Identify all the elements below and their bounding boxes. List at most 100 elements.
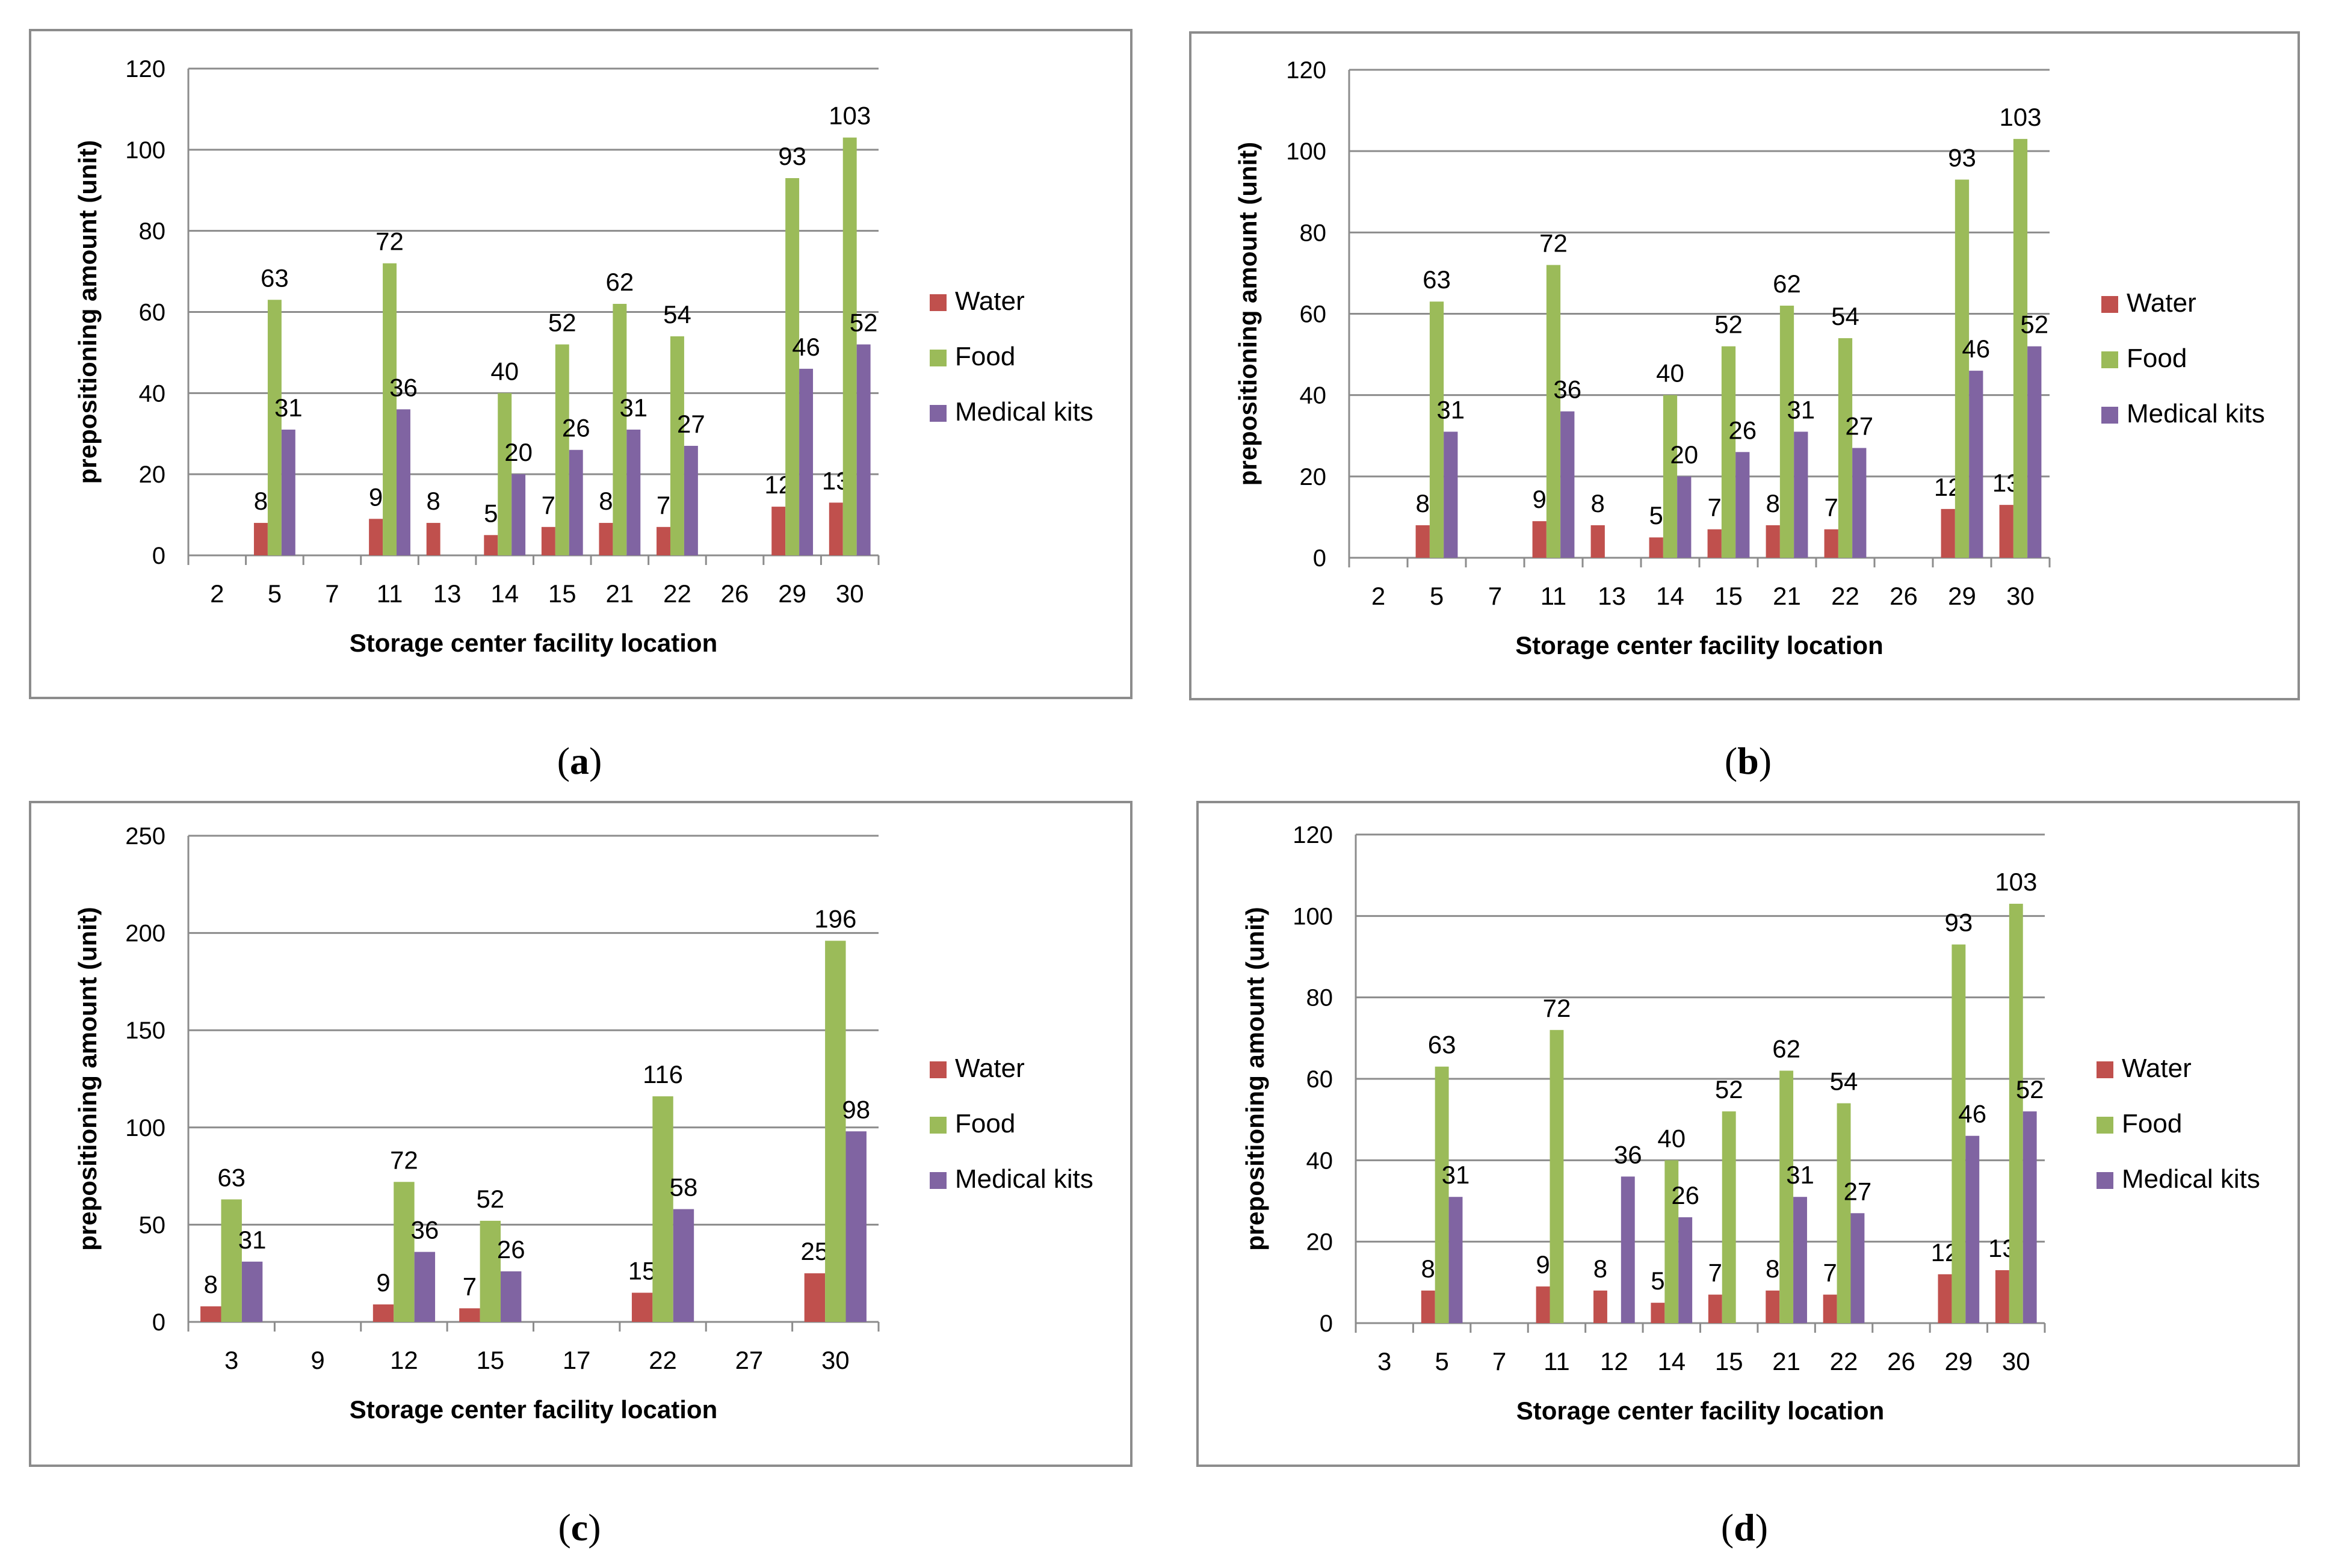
panel-letter: b [1737, 739, 1759, 782]
data-label: 196 [814, 905, 856, 933]
chart-panel-c: 0 50 100 150 200 250 3 8 63 31 9 12 9 72 36 15 7 52 26 17 22… [29, 801, 1133, 1549]
data-label: 9 [376, 1268, 390, 1297]
x-tick-label: 22 [663, 579, 691, 608]
bar-medical-kits [1560, 411, 1575, 558]
bar-medical-kits [2027, 346, 2042, 558]
legend-swatch-medical-kits [2101, 407, 2118, 424]
y-tick-label: 150 [125, 1017, 165, 1044]
data-label: 46 [1958, 1100, 1986, 1128]
bar-water [1415, 525, 1430, 558]
x-tick-label: 15 [548, 579, 576, 608]
y-tick-label: 40 [1300, 383, 1327, 409]
x-tick-label: 5 [1435, 1347, 1448, 1375]
x-tick-label: 22 [1830, 1347, 1858, 1375]
data-label: 27 [677, 410, 705, 438]
x-tick-label: 14 [1656, 582, 1684, 610]
data-label: 25 [801, 1237, 829, 1265]
bar-medical-kits [501, 1271, 522, 1322]
legend-swatch-medical-kits [2097, 1172, 2113, 1189]
bar-medical-kits [241, 1261, 263, 1322]
bar-food [1429, 301, 1444, 558]
data-label: 26 [497, 1235, 525, 1264]
legend: Water Food Medical kits [930, 1054, 1093, 1194]
bar-water [200, 1306, 221, 1322]
data-label: 103 [1999, 103, 2041, 131]
x-tick-label: 3 [224, 1346, 238, 1374]
data-label: 5 [484, 499, 498, 527]
data-label: 7 [657, 491, 670, 519]
legend: Water Food Medical kits [2101, 288, 2265, 428]
bar-water [657, 526, 670, 555]
data-label: 31 [619, 394, 647, 422]
data-label: 31 [1786, 1161, 1814, 1189]
data-label: 52 [548, 308, 576, 336]
bar-medical-kits [799, 368, 814, 555]
legend-swatch-water [2101, 296, 2118, 313]
y-tick-label: 100 [125, 1115, 165, 1141]
bar-medical-kits [1969, 371, 1983, 558]
x-tick-label: 21 [1772, 1347, 1800, 1375]
legend-label: Food [2122, 1109, 2182, 1138]
x-tick-label: 30 [821, 1346, 850, 1374]
y-tick-label: 80 [1300, 220, 1327, 246]
data-label: 27 [1844, 1177, 1872, 1205]
data-label: 8 [1421, 1255, 1435, 1283]
bar-medical-kits [414, 1252, 436, 1322]
legend-label: Food [2127, 344, 2187, 373]
bar-water [1995, 1270, 2009, 1323]
bar-food [2013, 138, 2028, 558]
x-tick-label: 15 [476, 1346, 504, 1374]
bar-food [555, 344, 569, 555]
x-tick-label: 14 [490, 579, 519, 608]
x-tick-label: 15 [1715, 1347, 1743, 1375]
y-tick-label: 60 [1306, 1066, 1333, 1093]
bar-water [1766, 525, 1780, 558]
data-label: 62 [606, 268, 634, 296]
x-tick-label: 22 [649, 1346, 677, 1374]
x-tick-label: 29 [1948, 582, 1976, 610]
bar-food [498, 393, 512, 555]
bar-water [1708, 1294, 1722, 1323]
data-label: 8 [1766, 1255, 1779, 1283]
data-label: 9 [1533, 485, 1547, 513]
bar-medical-kits [1677, 476, 1692, 558]
bar-medical-kits [1621, 1176, 1635, 1323]
data-label: 7 [463, 1272, 477, 1300]
bar-medical-kits [845, 1131, 867, 1322]
legend-swatch-food [2101, 351, 2118, 368]
panel-caption: (b) [1725, 739, 1772, 782]
bar-medical-kits [569, 449, 583, 555]
bar-water [1707, 529, 1722, 558]
data-label: 5 [1649, 501, 1663, 529]
legend-label: Water [955, 1054, 1025, 1083]
bar-food [1955, 179, 1970, 558]
y-tick-label: 0 [152, 1309, 165, 1336]
legend-label: Medical kits [955, 397, 1093, 427]
x-tick-label: 27 [735, 1346, 764, 1374]
x-tick-label: 2 [210, 579, 224, 608]
bar-water [829, 502, 843, 555]
data-label: 7 [1823, 1259, 1837, 1287]
bar-water [1649, 537, 1663, 558]
bar-food [842, 137, 857, 555]
data-label: 36 [1614, 1140, 1642, 1168]
y-tick-label: 80 [139, 218, 166, 245]
y-tick-label: 120 [1293, 822, 1333, 848]
data-label: 40 [490, 357, 519, 385]
data-label: 36 [1553, 375, 1581, 404]
bar-food [1721, 346, 1736, 558]
x-tick-label: 13 [1598, 582, 1626, 610]
chart-panel-d: 0 20 40 60 80 100 120 3 5 8 63 31 7 11 9 72 12 8 36 14 5 40 26… [1196, 801, 2300, 1549]
x-tick-label: 12 [390, 1346, 418, 1374]
x-tick-label: 26 [1890, 582, 1918, 610]
y-tick-label: 20 [139, 461, 166, 488]
data-label: 7 [542, 491, 555, 519]
legend-swatch-water [2097, 1061, 2113, 1078]
data-label: 8 [599, 487, 613, 515]
legend-label: Water [2122, 1054, 2192, 1083]
data-label: 93 [778, 142, 806, 170]
y-tick-label: 40 [1306, 1147, 1333, 1174]
bar-medical-kits [1793, 1197, 1807, 1323]
x-axis-title: Storage center facility location [350, 629, 718, 657]
